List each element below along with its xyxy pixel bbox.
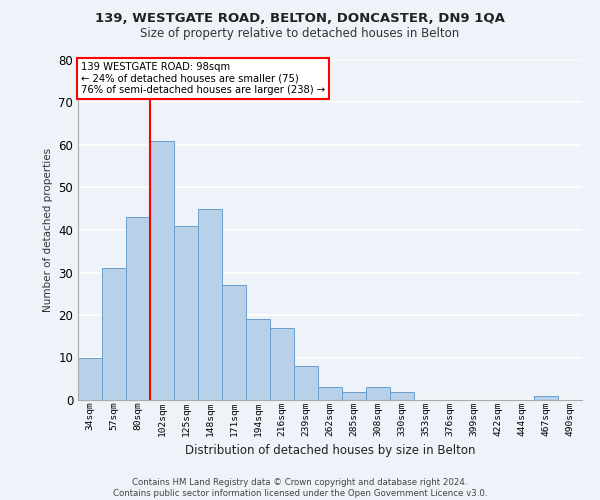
Bar xyxy=(102,268,126,400)
Bar xyxy=(246,320,270,400)
Bar xyxy=(366,387,390,400)
Bar xyxy=(78,358,102,400)
Text: 139, WESTGATE ROAD, BELTON, DONCASTER, DN9 1QA: 139, WESTGATE ROAD, BELTON, DONCASTER, D… xyxy=(95,12,505,26)
Bar xyxy=(270,328,294,400)
Bar xyxy=(150,140,174,400)
Bar xyxy=(198,209,222,400)
Bar xyxy=(294,366,318,400)
Bar xyxy=(390,392,414,400)
Bar xyxy=(318,387,342,400)
Bar xyxy=(222,285,246,400)
Text: 139 WESTGATE ROAD: 98sqm
← 24% of detached houses are smaller (75)
76% of semi-d: 139 WESTGATE ROAD: 98sqm ← 24% of detach… xyxy=(80,62,325,95)
Bar xyxy=(174,226,198,400)
Bar xyxy=(342,392,366,400)
X-axis label: Distribution of detached houses by size in Belton: Distribution of detached houses by size … xyxy=(185,444,475,457)
Bar xyxy=(126,217,150,400)
Text: Contains HM Land Registry data © Crown copyright and database right 2024.
Contai: Contains HM Land Registry data © Crown c… xyxy=(113,478,487,498)
Y-axis label: Number of detached properties: Number of detached properties xyxy=(43,148,53,312)
Text: Size of property relative to detached houses in Belton: Size of property relative to detached ho… xyxy=(140,28,460,40)
Bar xyxy=(534,396,558,400)
